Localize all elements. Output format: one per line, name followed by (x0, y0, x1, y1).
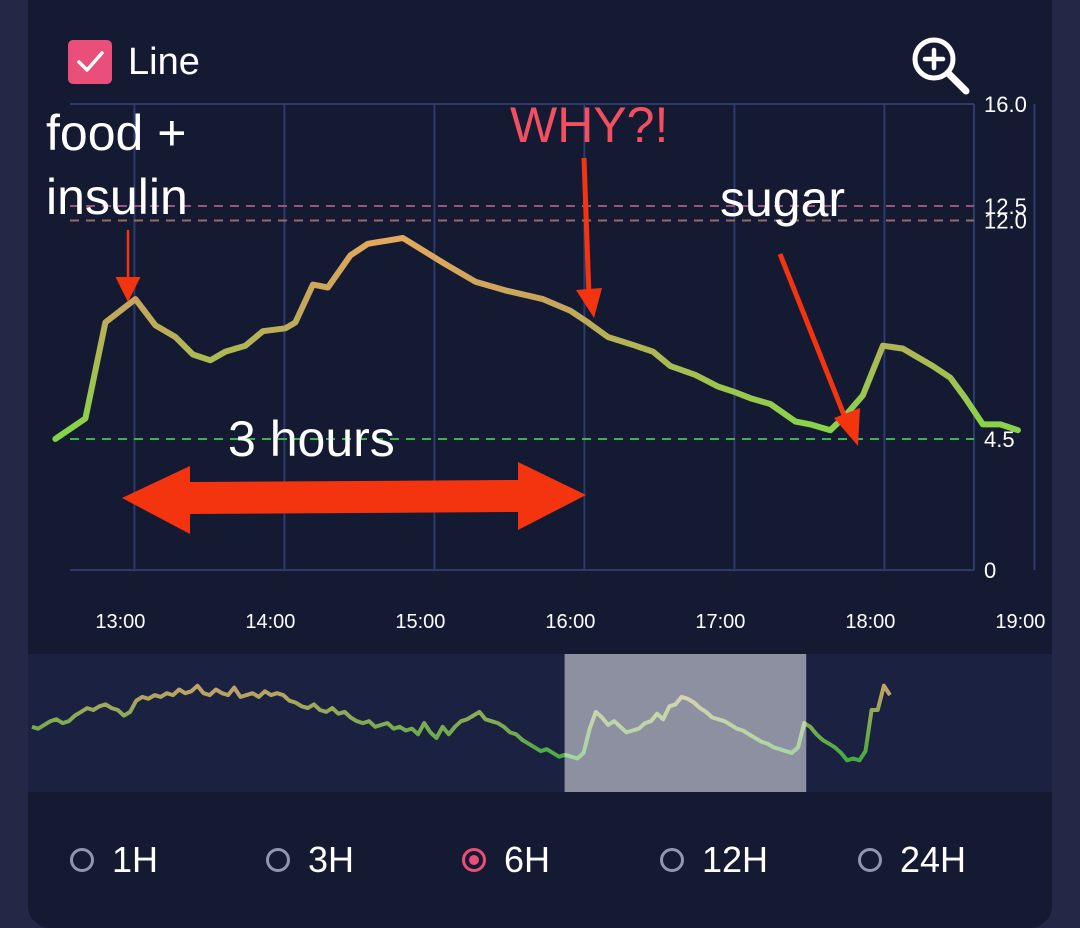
range-label-6h: 6H (504, 839, 551, 880)
why-arrow-shaft (581, 157, 592, 297)
y-tick-label: 16.0 (984, 92, 1027, 117)
annotation-food: food + (46, 105, 186, 161)
threshold-lines (70, 204, 974, 440)
annotation-insulin: insulin (46, 169, 188, 225)
radio-24h[interactable] (858, 848, 882, 872)
glucose-chart-card: Line 0 4.5 12.0 12.5 16.0 13:00 14:00 15:00 16:… (28, 0, 1052, 928)
x-tick-label: 13:00 (95, 611, 145, 633)
range-option-6h[interactable]: 6H (462, 839, 550, 881)
range-label-3h: 3H (308, 839, 355, 880)
navigator-chart (31, 654, 892, 792)
radio-3h[interactable] (266, 848, 290, 872)
y-axis-ticks: 0 4.5 12.012.5 16.0 (984, 92, 1027, 583)
sugar-arrow-shaft (777, 253, 849, 421)
annotation-why: WHY?! (510, 97, 668, 153)
annotation-sugar: sugar (720, 171, 845, 227)
line-toggle[interactable]: Line (68, 40, 200, 84)
range-label-12h: 12H (702, 839, 769, 880)
y-tick-label: 12.5 (984, 194, 1027, 219)
glucose-series (52, 235, 1021, 442)
radio-6h[interactable] (462, 848, 486, 872)
sugar-arrow-head (834, 408, 860, 446)
x-tick-label: 15:00 (395, 611, 445, 633)
x-tick-label: 14:00 (245, 611, 295, 633)
range-selector: 1H 3H 6H 12H 24H (28, 820, 1052, 900)
glucose-line (52, 235, 1021, 442)
x-tick-label: 18:00 (845, 611, 895, 633)
range-option-24h[interactable]: 24H (858, 839, 966, 881)
x-tick-label: 16:00 (545, 611, 595, 633)
range-option-1h[interactable]: 1H (70, 839, 158, 881)
range-label-1h: 1H (112, 839, 159, 880)
x-tick-label: 19:00 (995, 611, 1045, 633)
line-toggle-label: Line (128, 40, 200, 83)
range-option-3h[interactable]: 3H (266, 839, 354, 881)
range-option-12h[interactable]: 12H (660, 839, 768, 881)
range-label-24h: 24H (900, 839, 967, 880)
glucose-line-chart: 0 4.5 12.012.5 16.0 13:00 14:00 15:00 16:00 17:… (46, 92, 1045, 633)
zoom-in-icon (912, 37, 970, 95)
zoom-in-button[interactable] (908, 34, 974, 100)
duration-double-arrow (122, 462, 586, 534)
radio-1h[interactable] (70, 848, 94, 872)
x-axis-ticks: 13:00 14:00 15:00 16:00 17:00 18:00 19:00 (95, 611, 1045, 633)
y-tick-label: 12.0 (984, 209, 1027, 234)
check-icon (77, 51, 104, 72)
time-navigator[interactable] (28, 654, 1052, 792)
radio-12h[interactable] (660, 848, 684, 872)
y-tick-label: 4.5 (984, 427, 1015, 452)
navigator-window[interactable] (564, 654, 807, 792)
line-checkbox[interactable] (68, 40, 112, 84)
x-tick-label: 17:00 (695, 611, 745, 633)
annotation-duration: 3 hours (228, 411, 395, 467)
why-arrow-head (576, 288, 602, 318)
y-tick-label: 0 (984, 558, 996, 583)
